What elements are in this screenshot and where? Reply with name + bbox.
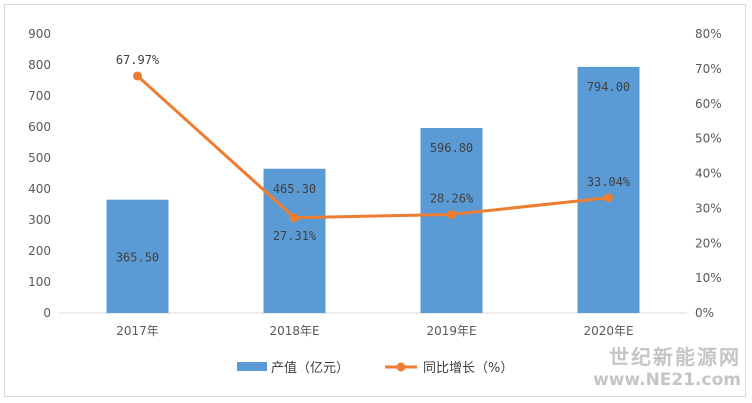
y-left-tick-label: 300 <box>28 213 51 227</box>
y-right-tick-label: 80% <box>695 27 722 41</box>
y-right-tick-label: 10% <box>695 271 722 285</box>
y-left-tick-label: 200 <box>28 244 51 258</box>
legend-bar-swatch <box>237 362 267 371</box>
bar-value-label: 365.50 <box>116 250 159 264</box>
bar-series <box>106 66 640 313</box>
line-series <box>133 71 613 223</box>
growth-point <box>447 209 456 219</box>
bar <box>577 66 640 313</box>
growth-point <box>604 193 613 203</box>
y-right-tick-label: 40% <box>695 167 722 181</box>
growth-point <box>290 213 299 223</box>
chart-axes: 0 100 200 300 400 500 600 700 800 900 0% 10% 20% 30% 4… <box>28 27 722 338</box>
bar <box>106 199 169 313</box>
y-right-tick-label: 60% <box>695 97 722 111</box>
x-tick-label: 2019年E <box>426 324 476 338</box>
y-left-tick-label: 900 <box>28 27 51 41</box>
y-left-tick-label: 500 <box>28 151 51 165</box>
watermark-url: www.NE21.com <box>593 370 741 390</box>
y-left-tick-label: 100 <box>28 275 51 289</box>
legend: 产值（亿元） 同比增长（%） <box>237 360 513 376</box>
y-right-tick-label: 50% <box>695 132 722 146</box>
combo-chart: 0 100 200 300 400 500 600 700 800 900 0% 10% 20% 30% 4… <box>28 27 722 376</box>
y-left-tick-label: 400 <box>28 182 51 196</box>
bar-value-label: 596.80 <box>430 141 473 155</box>
legend-bar-label: 产值（亿元） <box>271 360 349 376</box>
bar-value-label: 794.00 <box>587 80 630 94</box>
y-left-tick-label: 600 <box>28 120 51 134</box>
growth-line <box>136 74 609 220</box>
y-right-tick-label: 30% <box>695 201 722 215</box>
data-labels: 365.50 465.30 596.80 794.00 67.97% 27.31% 28.2… <box>116 53 631 264</box>
line-value-label: 33.04% <box>587 175 631 189</box>
legend-line-marker <box>396 362 406 372</box>
watermark-title: 世纪新能源网 <box>609 345 741 369</box>
line-value-label: 67.97% <box>116 53 160 67</box>
y-left-tick-label: 700 <box>28 89 51 103</box>
y-right-tick-label: 70% <box>695 62 722 76</box>
y-left-tick-label: 800 <box>28 58 51 72</box>
y-right-tick-label: 20% <box>695 236 722 250</box>
x-tick-label: 2018年E <box>269 324 319 338</box>
bar-value-label: 465.30 <box>273 182 316 196</box>
legend-line-label: 同比增长（%） <box>423 361 513 376</box>
growth-point <box>133 71 142 81</box>
line-value-label: 27.31% <box>273 229 317 243</box>
chart-frame: 0 100 200 300 400 500 600 700 800 900 0% 10% 20% 30% 4… <box>4 4 746 397</box>
bar <box>420 127 483 313</box>
watermark: 世纪新能源网 www.NE21.com <box>593 341 741 390</box>
x-tick-label: 2020年E <box>583 324 633 338</box>
line-value-label: 28.26% <box>430 191 474 205</box>
bar <box>263 168 326 313</box>
x-tick-label: 2017年 <box>116 324 159 338</box>
y-left-tick-label: 0 <box>43 306 51 320</box>
y-right-tick-label: 0% <box>695 306 714 320</box>
